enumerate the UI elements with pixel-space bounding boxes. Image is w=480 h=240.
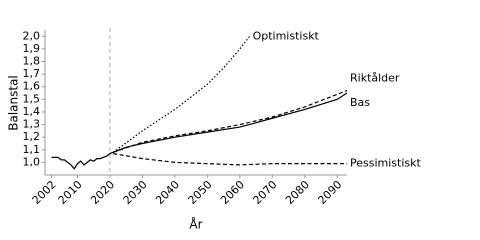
y-tick-label: 1,7 — [23, 67, 41, 80]
series-line — [112, 89, 348, 153]
series-line — [112, 35, 251, 153]
x-tick-label: 2050 — [186, 178, 215, 207]
series-line — [113, 152, 347, 166]
x-tick-label: 2020 — [88, 178, 117, 207]
x-tick-label: 2080 — [283, 178, 312, 207]
y-tick-label: 1,9 — [23, 42, 41, 55]
series-label: Riktålder — [350, 72, 400, 85]
x-tick-label: 2090 — [316, 178, 345, 207]
x-tick-label: 2040 — [153, 178, 182, 207]
series-label: Optimistiskt — [253, 29, 320, 42]
y-tick-label: 2,0 — [23, 29, 41, 42]
x-axis-label: År — [189, 217, 202, 232]
x-tick-label: 2070 — [251, 178, 280, 207]
y-tick-label: 1,4 — [23, 105, 41, 118]
y-tick-label: 1,1 — [23, 143, 41, 156]
series-label: Bas — [350, 96, 370, 109]
x-tick-label: 2010 — [56, 178, 85, 207]
y-tick-label: 1,8 — [23, 55, 41, 68]
x-tick-label: 2030 — [121, 178, 150, 207]
series-label: Pessimistiskt — [350, 157, 421, 170]
y-tick-label: 1,6 — [23, 80, 41, 93]
y-tick-label: 1,5 — [23, 92, 41, 105]
x-tick-label: 2002 — [30, 178, 59, 207]
y-tick-label: 1,0 — [23, 155, 41, 168]
y-tick-label: 1,2 — [23, 130, 41, 143]
y-axis-label: Balanstal — [7, 75, 21, 131]
y-tick-label: 1,3 — [23, 118, 41, 131]
x-tick-label: 2060 — [218, 178, 247, 207]
series-line — [51, 92, 348, 170]
